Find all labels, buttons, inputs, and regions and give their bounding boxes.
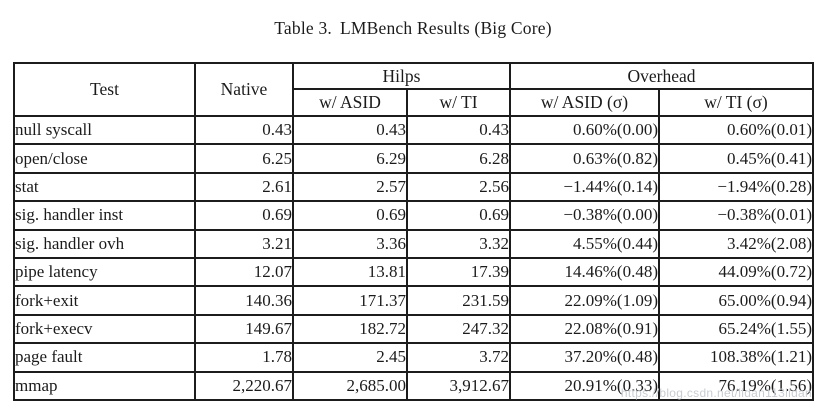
cell-test: page fault — [13, 342, 196, 373]
table-row: pipe latency 12.07 13.81 17.39 14.46%(0.48) 4… — [13, 256, 814, 288]
table-row: stat 2.61 2.57 2.56 −1.44%(0.14) −1.94%(0.28) — [13, 171, 814, 203]
cell-test: pipe latency — [13, 256, 196, 288]
cell-native: 12.07 — [194, 256, 294, 288]
cell-hilps-ti: 3,912.67 — [406, 370, 511, 401]
cell-native: 149.67 — [194, 313, 294, 345]
cell-native: 6.25 — [194, 143, 294, 174]
cell-overhead-ti: −1.94%(0.28) — [658, 171, 814, 203]
table-row: fork+execv 149.67 182.72 247.32 22.08%(0.91)… — [13, 313, 814, 345]
cell-native: 2,220.67 — [194, 370, 294, 401]
col-header-hilps: Hilps — [292, 62, 511, 90]
cell-overhead-ti: 0.60%(0.01) — [658, 114, 814, 146]
table-row: fork+exit 140.36 171.37 231.59 22.09%(1.09) 6… — [13, 285, 814, 316]
cell-hilps-asid: 0.43 — [292, 114, 408, 146]
header-group-row: Test Native Hilps Overhead — [13, 62, 814, 117]
cell-overhead-asid: 0.63%(0.82) — [509, 143, 660, 174]
cell-test: fork+execv — [13, 313, 196, 345]
cell-hilps-asid: 13.81 — [292, 256, 408, 288]
cell-native: 0.43 — [194, 114, 294, 146]
cell-overhead-asid: −1.44%(0.14) — [509, 171, 660, 203]
cell-overhead-ti: 76.19%(1.56) — [658, 370, 814, 401]
cell-overhead-asid: 22.08%(0.91) — [509, 313, 660, 345]
cell-overhead-asid: 0.60%(0.00) — [509, 114, 660, 146]
table-row: page fault 1.78 2.45 3.72 37.20%(0.48) 108.38… — [13, 342, 814, 373]
cell-hilps-asid: 6.29 — [292, 143, 408, 174]
cell-hilps-asid: 2.45 — [292, 342, 408, 373]
cell-test: sig. handler ovh — [13, 228, 196, 259]
cell-hilps-ti: 247.32 — [406, 313, 511, 345]
col-header-test: Test — [13, 62, 196, 117]
table-row: mmap 2,220.67 2,685.00 3,912.67 20.91%(0.33)… — [13, 370, 814, 401]
col-header-hilps-asid: w/ ASID — [292, 88, 408, 117]
cell-overhead-asid: −0.38%(0.00) — [509, 200, 660, 231]
col-header-overhead-ti: w/ TI (σ) — [658, 88, 814, 117]
cell-native: 1.78 — [194, 342, 294, 373]
table-caption: Table 3. LMBench Results (Big Core) — [0, 18, 826, 39]
cell-overhead-asid: 20.91%(0.33) — [509, 370, 660, 401]
table-caption-label: Table 3. — [274, 18, 332, 38]
cell-hilps-ti: 3.72 — [406, 342, 511, 373]
lmbench-results-table: Test Native Hilps Overhead w/ ASID w/ TI… — [13, 62, 814, 401]
cell-hilps-ti: 3.32 — [406, 228, 511, 259]
cell-overhead-ti: 108.38%(1.21) — [658, 342, 814, 373]
cell-overhead-ti: 65.24%(1.55) — [658, 313, 814, 345]
cell-overhead-ti: 0.45%(0.41) — [658, 143, 814, 174]
cell-overhead-ti: −0.38%(0.01) — [658, 200, 814, 231]
cell-hilps-ti: 6.28 — [406, 143, 511, 174]
cell-hilps-ti: 0.43 — [406, 114, 511, 146]
table-body: null syscall 0.43 0.43 0.43 0.60%(0.00) 0.60%… — [13, 114, 814, 401]
cell-hilps-ti: 231.59 — [406, 285, 511, 316]
cell-overhead-asid: 14.46%(0.48) — [509, 256, 660, 288]
cell-hilps-asid: 0.69 — [292, 200, 408, 231]
cell-hilps-asid: 182.72 — [292, 313, 408, 345]
cell-hilps-asid: 2,685.00 — [292, 370, 408, 401]
cell-native: 3.21 — [194, 228, 294, 259]
cell-overhead-asid: 22.09%(1.09) — [509, 285, 660, 316]
table-header: Test Native Hilps Overhead w/ ASID w/ TI… — [13, 62, 814, 117]
cell-test: sig. handler inst — [13, 200, 196, 231]
col-header-overhead: Overhead — [509, 62, 814, 90]
table-caption-title: LMBench Results (Big Core) — [339, 18, 552, 38]
col-header-hilps-ti: w/ TI — [406, 88, 511, 117]
cell-hilps-ti: 0.69 — [406, 200, 511, 231]
header-sub-row: w/ ASID w/ TI w/ ASID (σ) w/ TI (σ) — [14, 88, 814, 117]
cell-hilps-asid: 3.36 — [292, 228, 408, 259]
cell-native: 2.61 — [194, 171, 294, 203]
cell-overhead-ti: 44.09%(0.72) — [658, 256, 814, 288]
cell-hilps-asid: 171.37 — [292, 285, 408, 316]
cell-native: 140.36 — [194, 285, 294, 316]
cell-overhead-ti: 3.42%(2.08) — [658, 228, 814, 259]
table-row: sig. handler inst 0.69 0.69 0.69 −0.38%(0.00… — [13, 200, 814, 231]
table-row: open/close 6.25 6.29 6.28 0.63%(0.82) 0.45%(0… — [13, 143, 814, 174]
cell-overhead-asid: 37.20%(0.48) — [509, 342, 660, 373]
cell-test: stat — [13, 171, 196, 203]
cell-test: mmap — [13, 370, 196, 401]
cell-overhead-ti: 65.00%(0.94) — [658, 285, 814, 316]
table-row: null syscall 0.43 0.43 0.43 0.60%(0.00) 0.60%… — [13, 114, 814, 146]
cell-hilps-ti: 2.56 — [406, 171, 511, 203]
cell-native: 0.69 — [194, 200, 294, 231]
cell-test: null syscall — [13, 114, 196, 146]
col-header-native: Native — [194, 62, 294, 117]
cell-overhead-asid: 4.55%(0.44) — [509, 228, 660, 259]
cell-hilps-ti: 17.39 — [406, 256, 511, 288]
col-header-overhead-asid: w/ ASID (σ) — [509, 88, 660, 117]
cell-test: open/close — [13, 143, 196, 174]
table-row: sig. handler ovh 3.21 3.36 3.32 4.55%(0.44) 3… — [13, 228, 814, 259]
cell-test: fork+exit — [13, 285, 196, 316]
cell-hilps-asid: 2.57 — [292, 171, 408, 203]
